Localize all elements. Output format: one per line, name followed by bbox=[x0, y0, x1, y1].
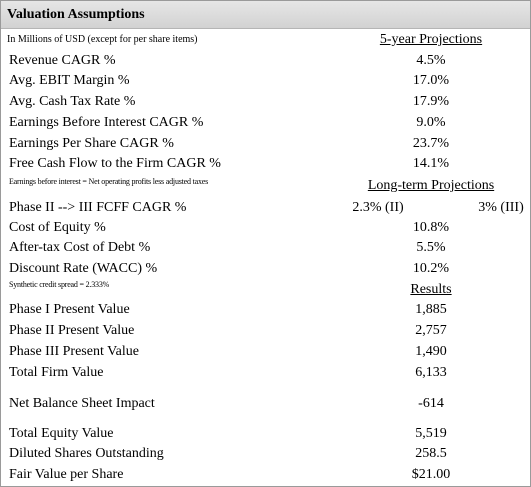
row-value: 2,757 bbox=[415, 323, 447, 338]
row-label: Avg. Cash Tax Rate % bbox=[9, 94, 136, 109]
row-value: 23.7% bbox=[412, 136, 450, 151]
row-value: 17.9% bbox=[412, 94, 450, 109]
row-label: Earnings Before Interest CAGR % bbox=[9, 115, 204, 130]
row-label: Discount Rate (WACC) % bbox=[9, 261, 158, 276]
section-heading: Results bbox=[410, 282, 452, 297]
row-value: 9.0% bbox=[416, 115, 446, 130]
row-value: -614 bbox=[418, 396, 444, 411]
title: Valuation Assumptions bbox=[7, 7, 145, 22]
row-value: 10.8% bbox=[412, 220, 450, 235]
row-label: Revenue CAGR % bbox=[9, 53, 116, 68]
row-value: 3% (III) bbox=[478, 200, 524, 215]
row-label: Phase I Present Value bbox=[9, 302, 130, 317]
row-label: Phase III Present Value bbox=[9, 344, 139, 359]
row-value: 5,519 bbox=[415, 426, 447, 441]
row-value: 14.1% bbox=[412, 156, 450, 171]
row-label: Phase II Present Value bbox=[9, 323, 135, 338]
note: Synthetic credit spread = 2.333% bbox=[9, 280, 110, 289]
row-label: Net Balance Sheet Impact bbox=[9, 396, 155, 411]
row-label: Fair Value per Share bbox=[9, 467, 124, 482]
section-heading: Long-term Projections bbox=[367, 178, 495, 193]
row-label: Total Equity Value bbox=[9, 426, 114, 441]
row-value: 1,885 bbox=[415, 302, 447, 317]
row-label: Free Cash Flow to the Firm CAGR % bbox=[9, 156, 221, 171]
row-label: Total Firm Value bbox=[9, 365, 104, 380]
row-label: Cost of Equity % bbox=[9, 220, 106, 235]
row-label: Avg. EBIT Margin % bbox=[9, 73, 130, 88]
note: Earnings before interest = Net operating… bbox=[9, 177, 209, 186]
row-label: Phase II --> III FCFF CAGR % bbox=[9, 200, 187, 215]
row-value: 17.0% bbox=[412, 73, 450, 88]
title-bar bbox=[1, 1, 530, 29]
row-value: 10.2% bbox=[412, 261, 450, 276]
row-label: After-tax Cost of Debt % bbox=[9, 240, 151, 255]
subtitle: In Millions of USD (except for per share… bbox=[7, 34, 198, 45]
row-value: 1,490 bbox=[415, 344, 447, 359]
row-value: 258.5 bbox=[415, 446, 447, 461]
row-value: 5.5% bbox=[416, 240, 446, 255]
row-value: 4.5% bbox=[416, 53, 446, 68]
row-value: 2.3% (II) bbox=[352, 200, 404, 215]
section-heading: 5-year Projections bbox=[379, 32, 483, 47]
row-label: Diluted Shares Outstanding bbox=[9, 446, 164, 461]
row-value: 6,133 bbox=[415, 365, 447, 380]
row-value: $21.00 bbox=[411, 467, 451, 482]
row-label: Earnings Per Share CAGR % bbox=[9, 136, 174, 151]
